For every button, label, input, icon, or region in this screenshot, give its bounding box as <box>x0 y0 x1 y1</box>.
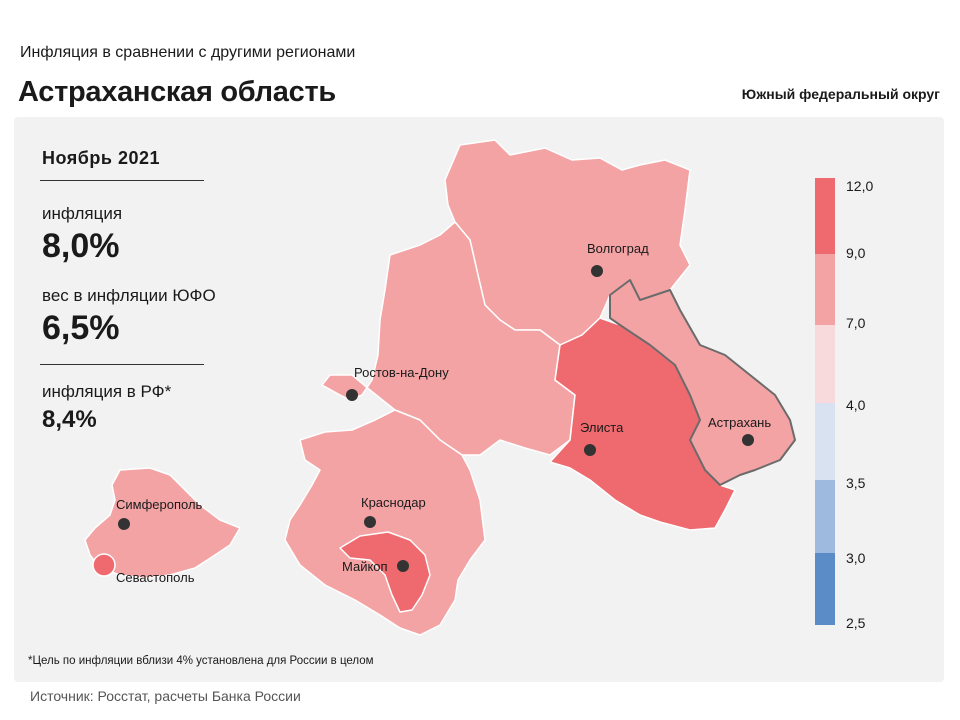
region-sevastopol[interactable] <box>92 553 116 577</box>
legend-tick-3-5: 3,5 <box>846 475 866 491</box>
weight-value: 6,5% <box>42 309 120 347</box>
legend-tick-12: 12,0 <box>846 178 873 194</box>
page-subtitle: Инфляция в сравнении с другими регионами <box>20 44 356 61</box>
legend-tick-2-5: 2,5 <box>846 615 866 631</box>
region-astrakhan[interactable] <box>609 279 796 486</box>
city-marker-simferopol[interactable] <box>118 518 130 530</box>
region-adygea[interactable] <box>339 531 431 613</box>
district-label: Южный федеральный округ <box>741 86 940 102</box>
city-label-krasnodar: Краснодар <box>361 495 426 510</box>
city-marker-rostov[interactable] <box>346 389 358 401</box>
city-label-simferopol: Симферополь <box>116 497 203 512</box>
city-label-elista: Элиста <box>580 420 624 435</box>
legend-tick-4: 4,0 <box>846 397 866 413</box>
rf-inflation-label: инфляция в РФ* <box>42 382 172 401</box>
legend-swatch-9-7 <box>815 254 835 325</box>
legend-tick-9: 9,0 <box>846 245 866 261</box>
inflation-label: инфляция <box>42 204 123 223</box>
legend-swatch-7-4 <box>815 325 835 403</box>
city-marker-astrakhan[interactable] <box>742 434 754 446</box>
source-note: Источник: Росстат, расчеты Банка России <box>30 688 301 704</box>
legend-tick-3: 3,0 <box>846 550 866 566</box>
city-label-astrakhan: Астрахань <box>708 415 771 430</box>
city-label-maykop: Майкоп <box>342 559 388 574</box>
region-crimea[interactable] <box>84 467 241 579</box>
legend-swatch-12-9 <box>815 178 835 254</box>
weight-label: вес в инфляции ЮФО <box>42 286 216 305</box>
legend-swatch-3-5-3 <box>815 480 835 553</box>
rf-inflation-value: 8,4% <box>42 406 97 433</box>
city-label-rostov: Ростов-на-Дону <box>354 365 449 380</box>
divider <box>40 180 204 181</box>
color-legend: 12,0 9,0 7,0 4,0 3,5 3,0 2,5 <box>815 178 873 631</box>
city-marker-maykop[interactable] <box>397 560 409 572</box>
legend-tick-7: 7,0 <box>846 315 866 331</box>
city-label-volgograd: Волгоград <box>587 241 649 256</box>
legend-swatch-3-2-5 <box>815 553 835 625</box>
city-marker-volgograd[interactable] <box>591 265 603 277</box>
page-title: Астраханская область <box>18 76 336 108</box>
inflation-value: 8,0% <box>42 227 120 265</box>
period-label: Ноябрь 2021 <box>42 148 160 168</box>
city-label-sevastopol: Севастополь <box>116 570 195 585</box>
footnote: *Цель по инфляции вблизи 4% установлена … <box>28 655 374 667</box>
legend-swatch-4-3-5 <box>815 403 835 480</box>
city-marker-krasnodar[interactable] <box>364 516 376 528</box>
divider <box>40 364 204 365</box>
region-krasnodar[interactable] <box>284 409 486 636</box>
city-marker-elista[interactable] <box>584 444 596 456</box>
